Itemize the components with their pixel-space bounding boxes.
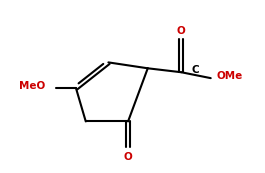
Text: MeO: MeO xyxy=(19,81,45,91)
Text: OMe: OMe xyxy=(217,71,243,81)
Text: C: C xyxy=(191,65,199,75)
Text: O: O xyxy=(124,152,132,162)
Text: O: O xyxy=(177,26,186,36)
